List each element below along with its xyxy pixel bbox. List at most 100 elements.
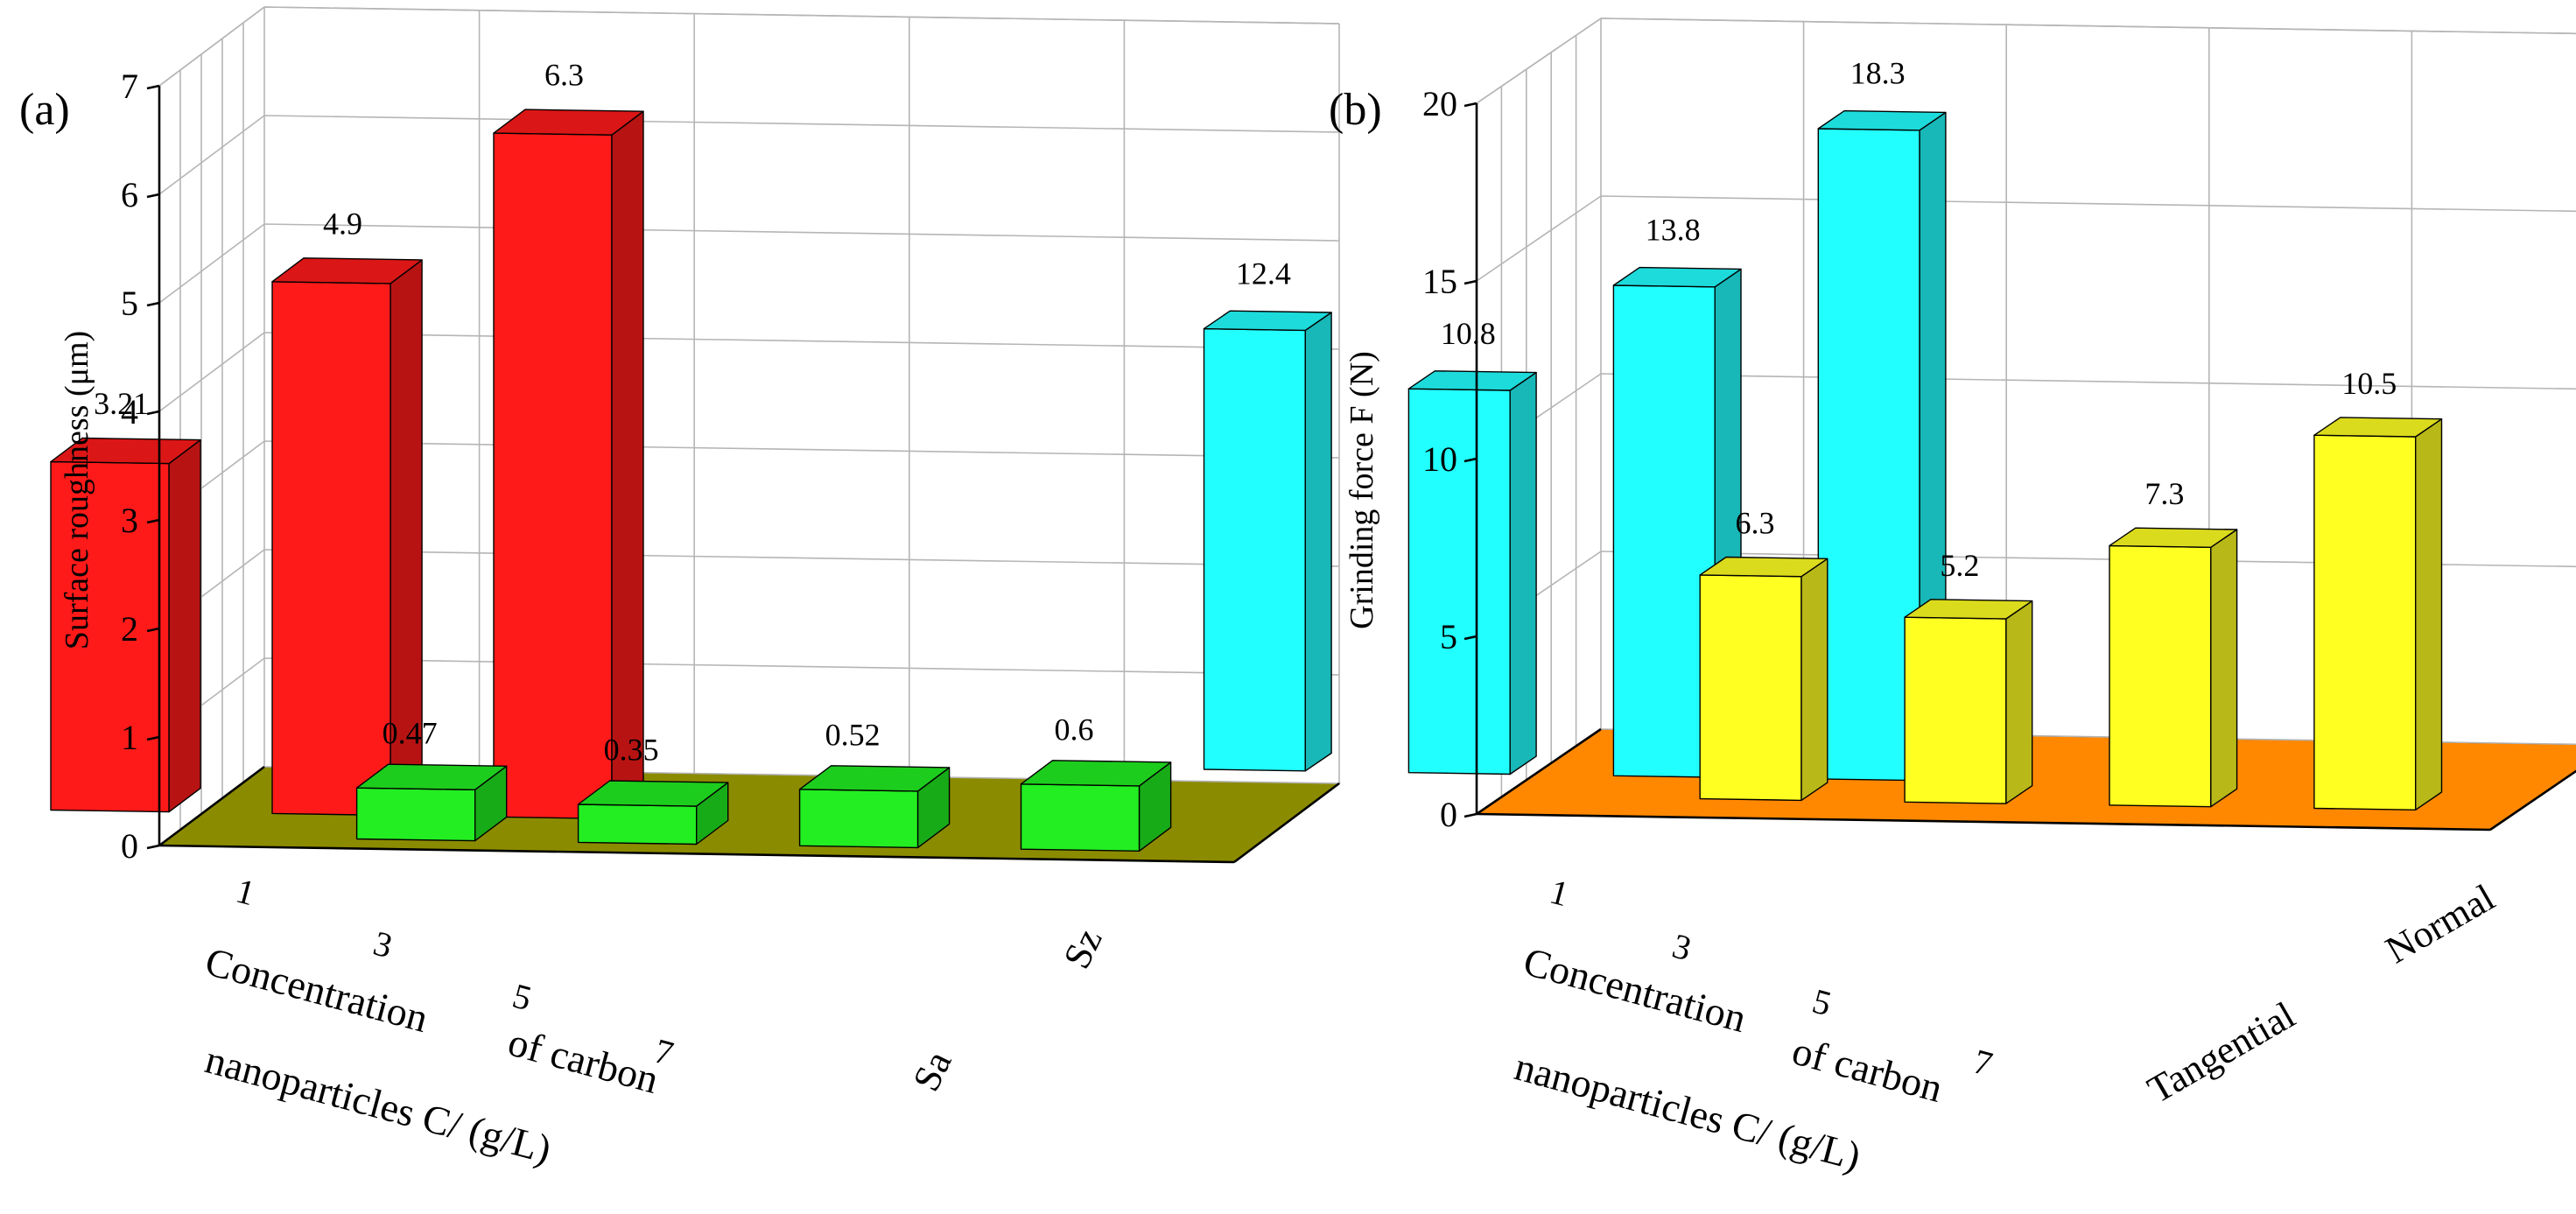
y-tick: [146, 193, 160, 199]
x-tick-label: 1: [232, 871, 259, 914]
bar-side-face: [1304, 312, 1332, 772]
y-axis-title: Grinding force F (N): [1344, 351, 1380, 629]
bar-top-face: [493, 109, 644, 136]
y-tick-label: 3: [121, 501, 138, 540]
bar-sa-1: [1020, 760, 1172, 852]
data-label: 6.3: [544, 58, 584, 93]
gridlines: [1476, 18, 2576, 815]
bar-side-face: [1509, 371, 1537, 775]
x-axis-title-line: Concentration: [200, 938, 432, 1041]
y-tick: [146, 735, 160, 741]
bar-sz-5: [50, 437, 201, 813]
bar-top-face: [2109, 527, 2238, 548]
y-tick-label: 5: [1440, 617, 1457, 656]
y-tick: [146, 518, 160, 524]
bar-sz-3: [271, 257, 423, 817]
y-tick: [146, 301, 160, 307]
data-labels: 4.43.214.96.30.470.350.520.6: [94, 58, 1093, 768]
y-tick-label: 4: [121, 392, 138, 432]
data-label: 10.5: [2341, 366, 2397, 401]
data-label: 10.8: [1441, 316, 1496, 351]
y-axis-ticks: 0 1 2 3 4 5 6 7: [121, 67, 160, 866]
data-label: 0.52: [825, 717, 881, 752]
bar-top-face: [2313, 417, 2443, 438]
x-axis-title-line: Concentration: [1519, 938, 1751, 1041]
bar-front-face: [798, 789, 919, 849]
series-axis-label: Sa: [904, 1044, 959, 1098]
panel-a: 4.43.214.96.30.470.350.520.6012345671357…: [19, 6, 1341, 1172]
bar-tangential-5: [1904, 599, 2033, 804]
bar-front-face: [1203, 327, 1307, 772]
bar-front-face: [577, 803, 698, 846]
bar-sa-7: [355, 763, 508, 842]
bar-top-face: [1203, 310, 1332, 332]
data-label: 18.3: [1850, 56, 1906, 91]
series-axis-label: Normal: [2378, 876, 2502, 972]
y-tick: [146, 410, 160, 416]
y-tick-label: 10: [1422, 439, 1457, 479]
bar-top-face: [1817, 109, 1947, 131]
bar-top-face: [1904, 599, 2033, 620]
panel-label: (a): [19, 85, 70, 135]
bar-top-face: [798, 765, 951, 792]
y-tick: [1463, 812, 1478, 818]
bar-top-face: [50, 437, 201, 465]
x-axis-title-line: nanoparticles C/ (g/L): [200, 1036, 556, 1171]
x-tick-label: 5: [1808, 981, 1835, 1024]
bar-side-face: [611, 110, 644, 820]
bars: [50, 109, 1172, 852]
y-tick-label: 6: [121, 175, 138, 214]
data-labels: 12.4 10.8 13.8 18.3 6.3 5.2 7.3 10.5: [1236, 56, 2397, 583]
bar-front-face: [271, 281, 391, 817]
bar-tangential-1: [2313, 417, 2443, 811]
x-tick-label: 7: [1969, 1042, 1997, 1084]
y-tick: [146, 627, 160, 633]
data-label: 5.2: [1940, 548, 1979, 583]
bar-top-face: [1612, 266, 1742, 288]
bar-side-face: [2414, 418, 2443, 811]
bar-sa-5: [577, 780, 729, 846]
bar-sz-1: [493, 109, 644, 820]
panel-b: 12.4 10.8 13.8 18.3 6.3 5.2 7.3 10.5 0 5 10 15 20 1 3 5…: [1203, 18, 2576, 1179]
series-axis-label: Sz: [1055, 922, 1110, 975]
bar-side-face: [1800, 558, 1828, 802]
bar-top-face: [271, 257, 423, 284]
y-tick: [146, 84, 160, 90]
axes: [158, 86, 1340, 864]
data-label: 7.3: [2144, 476, 2184, 511]
y-tick-label: 5: [121, 284, 138, 323]
y-tick-label: 20: [1422, 84, 1457, 123]
data-label: 0.47: [383, 716, 438, 751]
bar-front-face: [1699, 574, 1802, 802]
bar-side-face: [2210, 529, 2238, 808]
y-tick-label: 0: [1440, 795, 1457, 834]
y-tick-label: 0: [121, 826, 138, 866]
bar-top-face: [355, 763, 508, 790]
bar-tangential-3: [2109, 527, 2238, 808]
panel-label: (b): [1329, 85, 1382, 135]
data-label: 3.21: [94, 386, 149, 421]
series-labels: Tangential Normal: [2140, 876, 2502, 1112]
bars: [1203, 109, 2443, 811]
right-axis-line: [2489, 769, 2576, 832]
bar-top-face: [1699, 556, 1828, 578]
y-tick-label: 15: [1422, 262, 1457, 301]
x-axis-line: [1476, 812, 2491, 832]
bar-front-face: [1904, 616, 2007, 804]
depth-axis-line: [158, 765, 265, 847]
depth-axis-line: [1476, 727, 1602, 816]
bar-tangential-7: [1699, 556, 1828, 802]
y-tick: [146, 844, 160, 850]
bar-side-face: [168, 439, 201, 813]
y-tick-label: 2: [121, 609, 138, 649]
x-tick-label: 5: [509, 976, 536, 1019]
data-label: 13.8: [1646, 213, 1701, 248]
bar-front-face: [493, 132, 613, 820]
data-label: 12.4: [1236, 256, 1291, 291]
x-tick-label: 3: [1668, 926, 1695, 969]
x-tick-label: 1: [1546, 872, 1573, 915]
bar-front-face: [1020, 783, 1141, 852]
